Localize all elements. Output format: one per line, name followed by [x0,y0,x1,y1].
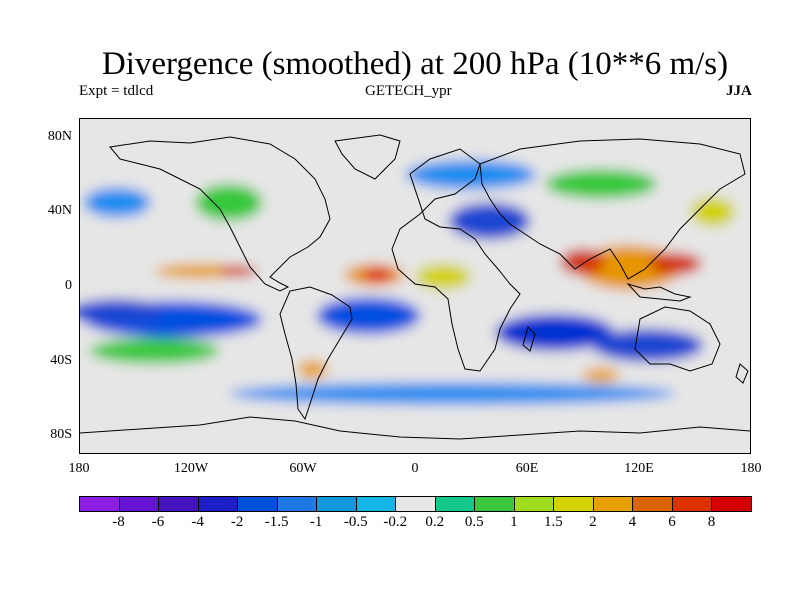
colorbar-swatch [434,496,476,512]
madagascar-coast [522,326,536,352]
southern-ocean-blue-band [228,382,676,405]
bay-of-bengal-maximum [560,248,605,275]
colorbar-swatch [237,496,278,512]
asian-monsoon-divergence [576,245,682,290]
colorbar-label: 1.5 [543,514,563,530]
colorbar-label: -2 [230,514,244,530]
north-pacific-blue [83,187,151,218]
colorbar-swatch [632,496,673,512]
colorbar-swatch [158,496,199,512]
map-canvas [80,119,750,453]
indonesia-coast [626,283,692,302]
south-pacific-green [89,337,220,364]
colorbar-swatch [197,496,239,512]
north-pacific-yellow [690,196,736,227]
antarctica-coast [80,416,750,440]
africa-yellow-band [415,263,471,290]
plot-title: Divergence (smoothed) at 200 hPa (10**6 … [101,46,729,82]
colorbar-swatch [79,496,120,512]
colorbar-swatch [711,496,752,512]
colorbar-label: 0.2 [425,514,445,530]
colorbar-swatch [592,496,634,512]
colorbar-label: 1 [510,514,518,530]
north-america-coast [109,136,331,292]
colorbar-label: 0.5 [464,514,484,530]
southern-indian-orange [582,367,620,383]
lat-tick-label: 80N [47,128,72,144]
lat-tick-label: 0 [65,278,72,293]
colorbar-label: 2 [589,514,597,530]
divergence-field [80,119,750,453]
lon-tick-label: 60W [289,461,317,476]
arctic-blue [405,159,536,190]
western-pacific-maximum [649,252,702,275]
lat-tick-label: 80S [50,427,72,443]
central-america-maximum [219,265,257,277]
map-panel [79,118,751,454]
colorbar-label: -6 [151,514,165,530]
new-zealand-coast [735,363,749,384]
colorbar-label: 8 [707,514,716,530]
australia-coast [634,306,721,372]
lon-tick-label: 120E [624,461,654,476]
north-america-green [195,183,263,222]
colorbar-swatch [118,496,160,512]
colorbar-swatch [276,496,318,512]
west-africa-maximum [362,267,393,283]
indian-ocean-convergence [495,313,615,351]
colorbar-label: -4 [191,514,204,530]
colorbar [79,496,752,512]
colorbar-swatch [395,496,436,512]
lon-tick-label: 180 [68,461,90,476]
colorbar-label: -0.5 [343,514,368,530]
colorbar-label: 6 [668,514,676,530]
colorbar-label: -8 [112,514,125,530]
experiment-label: Expt = tdlcd [79,83,154,99]
itcz-east-pacific-divergence [154,263,248,279]
south-america-coast [279,286,353,421]
colorbar-swatch [316,496,357,512]
lon-tick-label: 180 [740,461,762,476]
colorbar-label: -1.5 [264,514,289,530]
colorbar-label: -1 [309,514,323,530]
lon-tick-label: 60E [515,461,539,476]
lon-tick-label: 120W [173,461,209,476]
colorbar-label: 4 [628,514,637,530]
australia-convergence [591,328,704,363]
europe-africa-coast [391,148,521,372]
mediterranean-convergence [448,202,531,240]
colorbar-swatch [513,496,555,512]
lon-tick-label: 0 [411,461,419,476]
coastlines [80,134,750,440]
colorbar-label: -0.2 [383,514,408,530]
colorbar-swatch [355,496,397,512]
asia-coast [479,138,746,280]
colorbar-swatch [671,496,713,512]
lat-tick-label: 40S [50,352,72,368]
greenland-coast [334,134,401,180]
season-label: JJA [726,83,752,99]
central-pacific-convergence-band [80,298,164,325]
colorbar-swatch [474,496,515,512]
south-atlantic-convergence [316,297,421,335]
lat-tick-label: 40N [47,203,72,219]
siberia-green [545,169,657,199]
source-label: GETECH_ypr [365,83,452,99]
colorbar-swatch [553,496,594,512]
